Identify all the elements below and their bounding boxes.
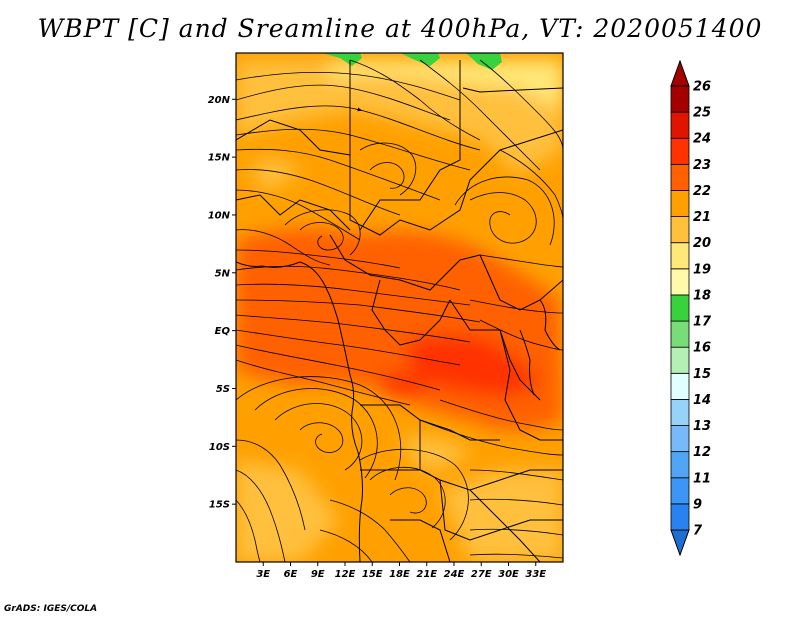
- lon-tick-label: 27E: [471, 569, 492, 580]
- colorbar-swatch: [670, 163, 690, 191]
- colorbar-swatch: [670, 85, 690, 113]
- colorbar-label: 11: [693, 471, 711, 486]
- lon-tick-label: 18E: [389, 569, 410, 580]
- colorbar-label: 21: [693, 210, 711, 225]
- colorbar-swatch: [670, 137, 690, 165]
- colorbar-swatch: [670, 216, 690, 244]
- lat-tick-label: 10S: [209, 442, 230, 453]
- grads-credit: GrADS: IGES/COLA: [4, 604, 98, 614]
- colorbar-label: 19: [693, 262, 711, 277]
- colorbar-swatch: [670, 268, 690, 296]
- lon-tick-label: 24E: [444, 569, 465, 580]
- colorbar-label: 22: [693, 184, 711, 199]
- colorbar-over-arrow: [670, 59, 690, 87]
- colorbar-label: 26: [693, 80, 711, 95]
- colorbar-label: 15: [693, 367, 711, 382]
- lat-tick-label: 15N: [208, 153, 231, 164]
- colorbar-swatch: [670, 399, 690, 426]
- colorbar-swatch: [670, 111, 690, 139]
- lon-tick-label: 21E: [416, 569, 437, 580]
- colorbar-swatch: [670, 294, 690, 322]
- colorbar-label: 23: [693, 158, 711, 173]
- colorbar-swatch: [670, 503, 690, 531]
- colorbar-swatch: [670, 346, 690, 374]
- colorbar-under-arrow: [670, 529, 690, 557]
- colorbar-swatch: [670, 425, 690, 453]
- colorbar-label: 7: [693, 524, 703, 539]
- colorbar-swatch: [670, 477, 690, 505]
- colorbar-label: 16: [693, 341, 711, 356]
- colorbar-label: 25: [693, 106, 711, 121]
- lon-tick-label: 33E: [525, 569, 546, 580]
- lon-tick-label: 6E: [284, 569, 298, 580]
- lat-tick-label: EQ: [215, 326, 231, 337]
- colorbar-label: 17: [693, 315, 712, 330]
- colorbar-swatch: [670, 451, 690, 479]
- colorbar-swatch: [670, 372, 690, 400]
- lat-tick-label: 5S: [216, 384, 230, 395]
- colorbar-label: 20: [693, 236, 711, 251]
- lon-tick-label: 15E: [362, 569, 383, 580]
- colorbar-label: 9: [693, 497, 702, 512]
- plot-title: WBPT [C] and Sreamline at 400hPa, VT: 20…: [37, 14, 763, 43]
- colorbar-swatch: [670, 320, 690, 348]
- colorbar-label: 24: [693, 132, 711, 147]
- colorbar: 7 9 11 12 13 14 15 16 17 18 19 20 21 22 23 24 25 26: [670, 59, 712, 557]
- lat-tick-label: 10N: [208, 210, 231, 221]
- colorbar-label: 18: [693, 288, 711, 303]
- lon-tick-label: 12E: [335, 569, 356, 580]
- colorbar-label: 14: [693, 393, 711, 408]
- lon-tick-label: 3E: [256, 569, 270, 580]
- lon-tick-label: 9E: [311, 569, 325, 580]
- latitude-axis: 20N 15N 10N 5N EQ 5S 10S 15S: [208, 95, 236, 511]
- streamlines: [236, 59, 563, 562]
- lat-tick-label: 15S: [209, 500, 230, 511]
- colorbar-swatch: [670, 190, 690, 217]
- lat-tick-label: 20N: [208, 95, 231, 106]
- lat-tick-label: 5N: [215, 268, 231, 279]
- colorbar-label: 13: [693, 419, 711, 434]
- longitude-axis: 3E 6E 9E 12E 15E 18E 21E 24E 27E 30E 33E: [256, 562, 546, 580]
- colorbar-swatch: [670, 242, 690, 270]
- lon-tick-label: 30E: [498, 569, 519, 580]
- colorbar-label: 12: [693, 445, 711, 460]
